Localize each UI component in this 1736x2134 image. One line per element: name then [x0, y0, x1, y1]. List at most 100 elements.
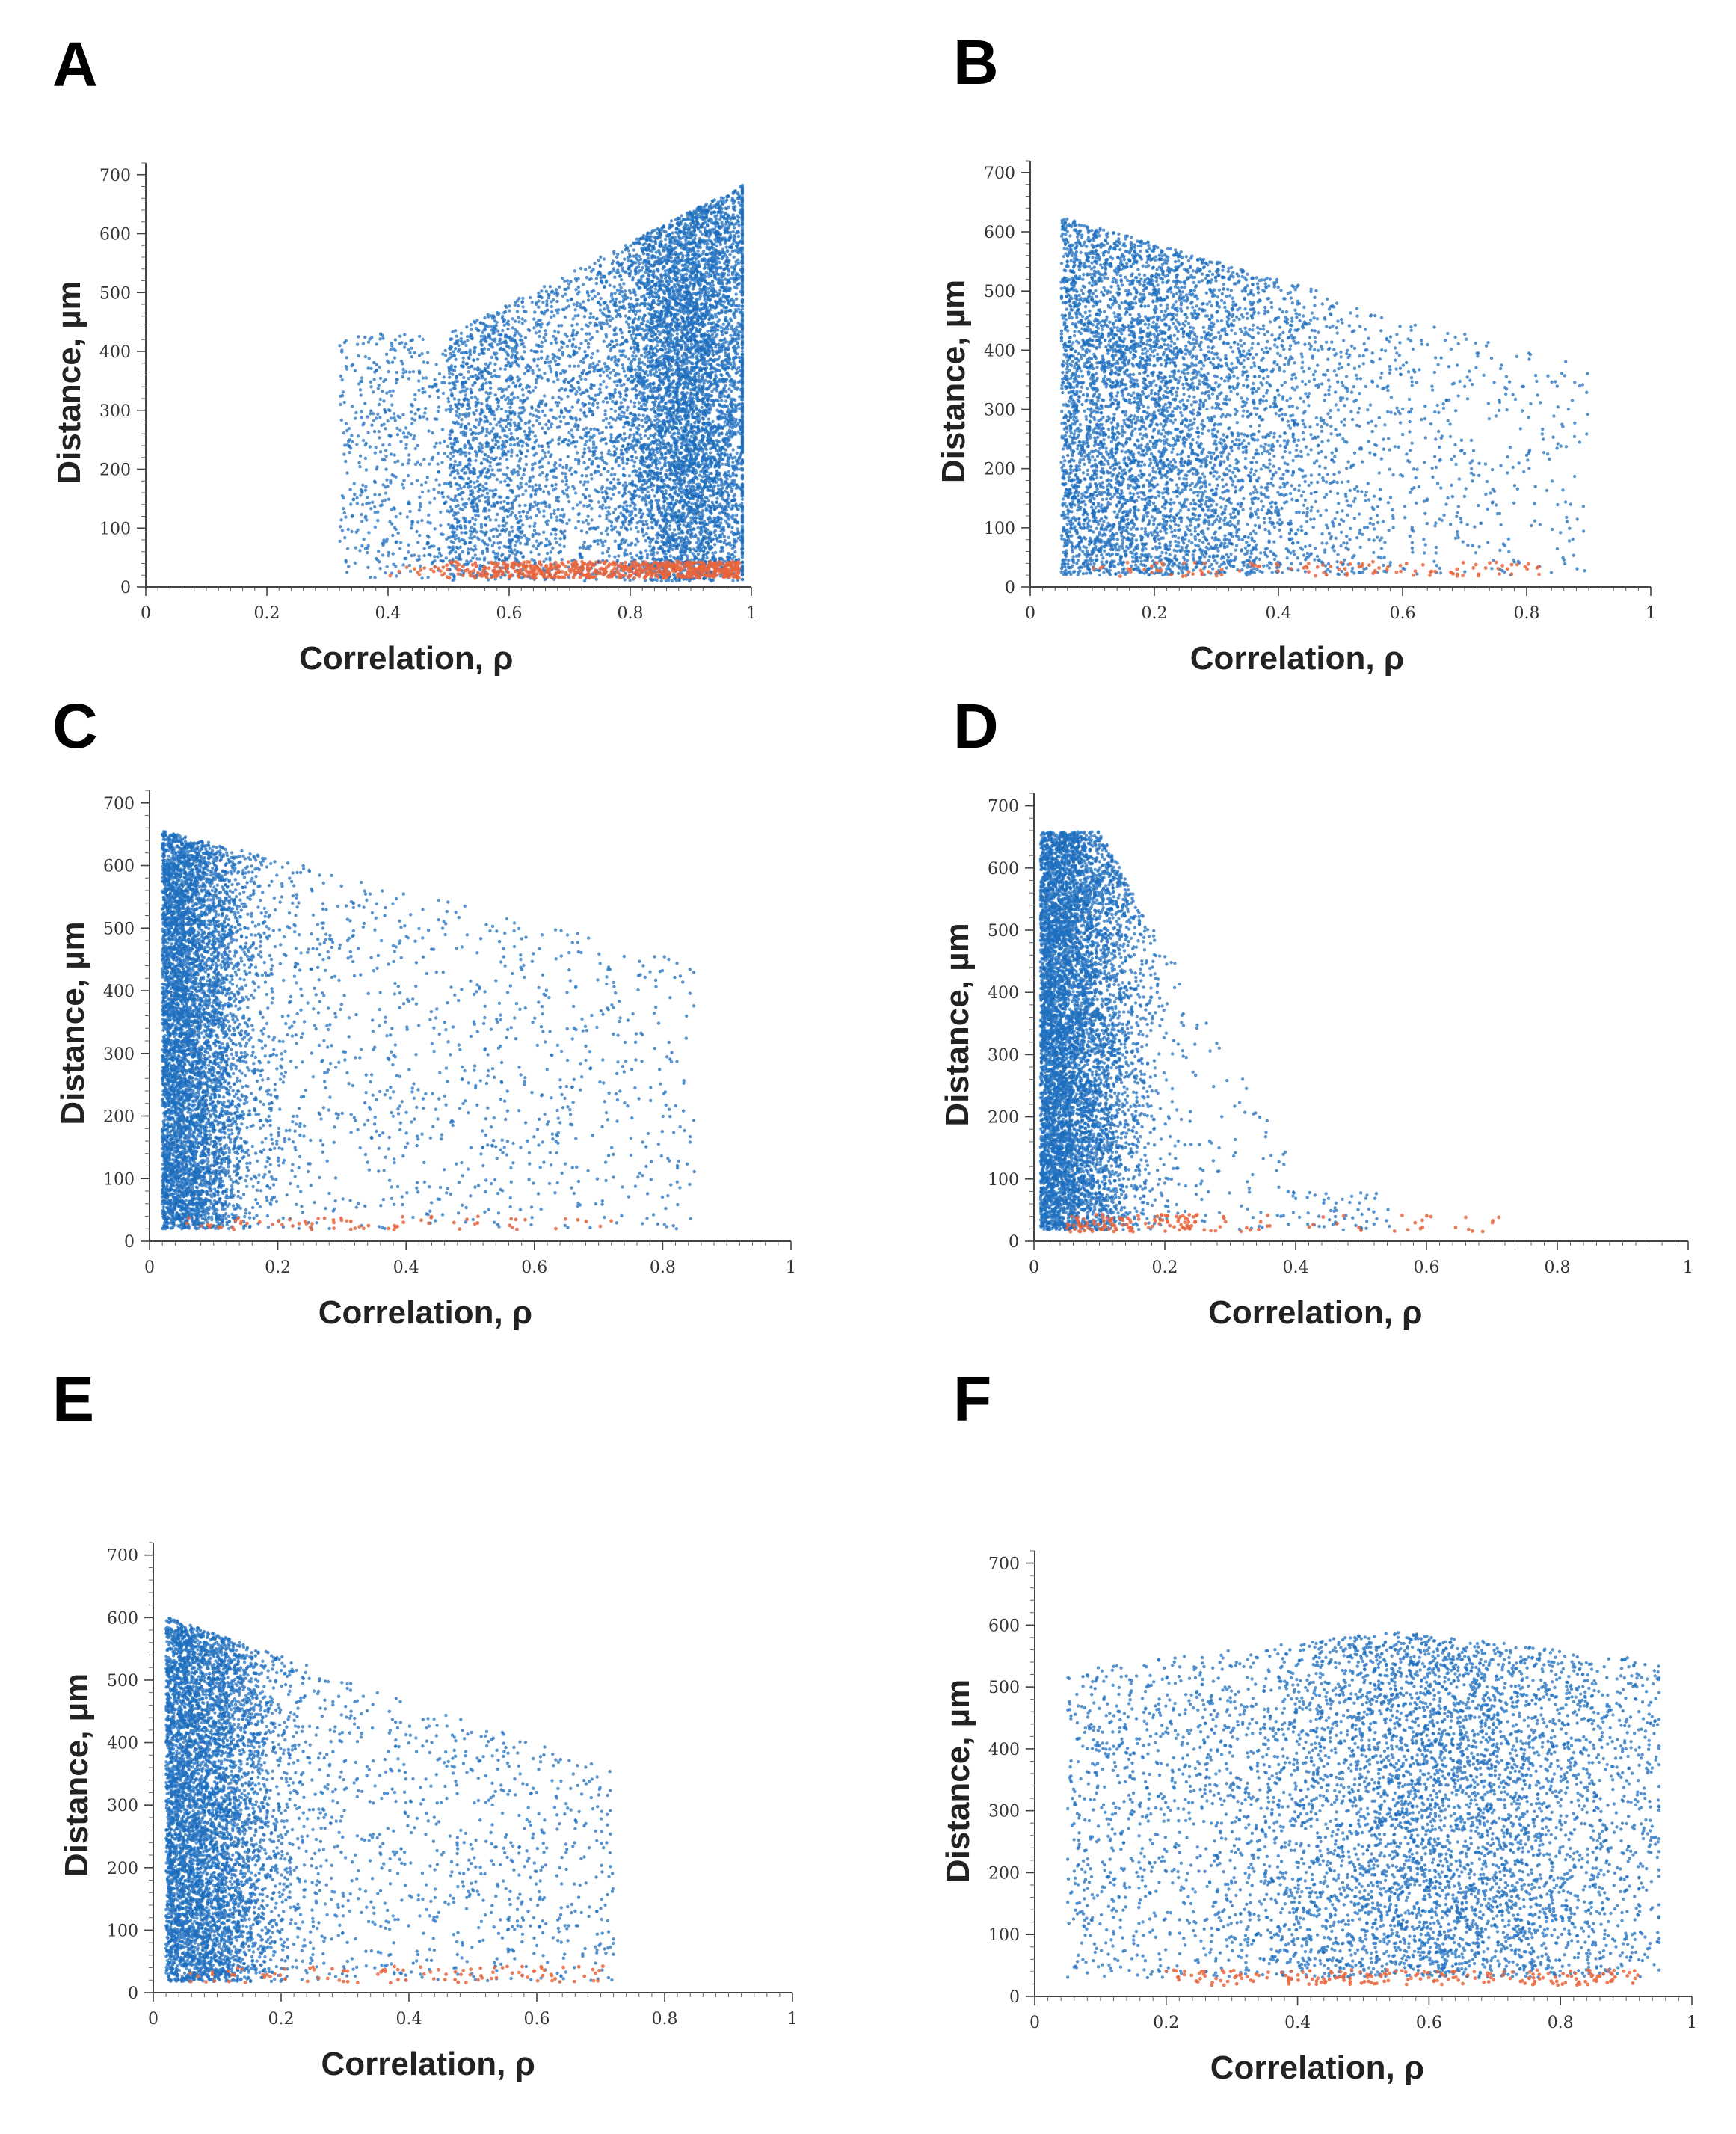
blue-point [516, 454, 519, 457]
blue-point [587, 298, 590, 301]
blue-point [535, 514, 538, 517]
blue-point [521, 305, 524, 308]
blue-point [686, 554, 689, 557]
blue-point [638, 467, 641, 470]
blue-point [521, 322, 524, 325]
blue-point [485, 381, 488, 384]
blue-point [609, 371, 612, 374]
blue-point [638, 434, 641, 437]
blue-point [636, 298, 639, 301]
blue-point [364, 443, 367, 446]
blue-point [655, 541, 658, 544]
blue-point [374, 526, 377, 529]
blue-point [521, 523, 524, 526]
blue-point [540, 502, 543, 505]
blue-point [484, 378, 487, 381]
blue-point [723, 395, 726, 398]
blue-point [538, 335, 541, 338]
blue-point [629, 497, 632, 500]
blue-point [360, 416, 363, 419]
blue-point [401, 413, 404, 416]
blue-point [354, 369, 357, 372]
blue-point [410, 422, 413, 425]
blue-point [718, 261, 721, 264]
blue-point [514, 544, 517, 547]
blue-point [542, 560, 545, 563]
blue-point [545, 357, 548, 360]
blue-point [355, 496, 358, 499]
blue-point [554, 461, 557, 464]
blue-point [464, 524, 467, 527]
blue-point [652, 514, 655, 517]
blue-point [455, 410, 458, 413]
blue-point [395, 574, 398, 577]
blue-point [489, 518, 492, 521]
blue-point [715, 305, 718, 308]
blue-point [381, 390, 384, 393]
blue-point [365, 468, 368, 471]
blue-point [507, 402, 510, 405]
blue-point [437, 410, 440, 413]
blue-point [601, 551, 604, 554]
blue-point [487, 509, 490, 512]
blue-point [435, 363, 438, 366]
blue-point [613, 285, 616, 288]
blue-point [455, 335, 458, 338]
blue-point [433, 555, 436, 558]
blue-point [552, 314, 555, 317]
blue-point [463, 485, 466, 488]
blue-point [638, 413, 641, 416]
blue-point [574, 288, 577, 291]
blue-point [407, 458, 410, 461]
blue-point [698, 384, 701, 387]
blue-point [545, 538, 548, 541]
blue-point [561, 472, 564, 475]
blue-point [724, 351, 727, 354]
blue-point [662, 496, 665, 499]
blue-point [359, 388, 362, 391]
blue-point [520, 477, 523, 480]
blue-point [649, 434, 652, 437]
blue-point [730, 526, 733, 529]
blue-point [612, 478, 615, 481]
blue-point [630, 375, 632, 378]
blue-point [514, 361, 517, 364]
blue-point [442, 392, 445, 395]
blue-point [342, 401, 345, 404]
blue-point [474, 396, 477, 399]
blue-point [449, 442, 452, 445]
blue-point [392, 552, 395, 555]
blue-point [402, 431, 405, 434]
blue-point [550, 370, 552, 373]
blue-point [735, 514, 738, 517]
blue-point [679, 306, 682, 309]
blue-point [359, 455, 362, 458]
blue-point [616, 289, 619, 292]
blue-point [521, 388, 524, 391]
blue-point [449, 405, 452, 408]
blue-point [603, 307, 606, 310]
blue-point [719, 243, 722, 246]
blue-point [625, 504, 628, 507]
blue-point [449, 452, 452, 455]
blue-point [555, 483, 558, 486]
blue-point [567, 422, 570, 425]
blue-point [345, 571, 348, 574]
blue-point [627, 406, 630, 409]
blue-point [396, 433, 399, 436]
blue-point [620, 452, 623, 455]
blue-point [616, 268, 619, 271]
blue-point [611, 467, 614, 470]
blue-point [524, 489, 527, 492]
blue-point [630, 400, 632, 403]
blue-point [344, 515, 347, 518]
blue-point [732, 448, 735, 451]
blue-point [648, 296, 651, 299]
blue-point [583, 480, 586, 483]
blue-point [593, 428, 596, 431]
blue-point [614, 391, 617, 394]
blue-point [639, 550, 642, 553]
blue-point [509, 418, 512, 421]
blue-point [436, 463, 439, 466]
blue-point [364, 489, 367, 492]
